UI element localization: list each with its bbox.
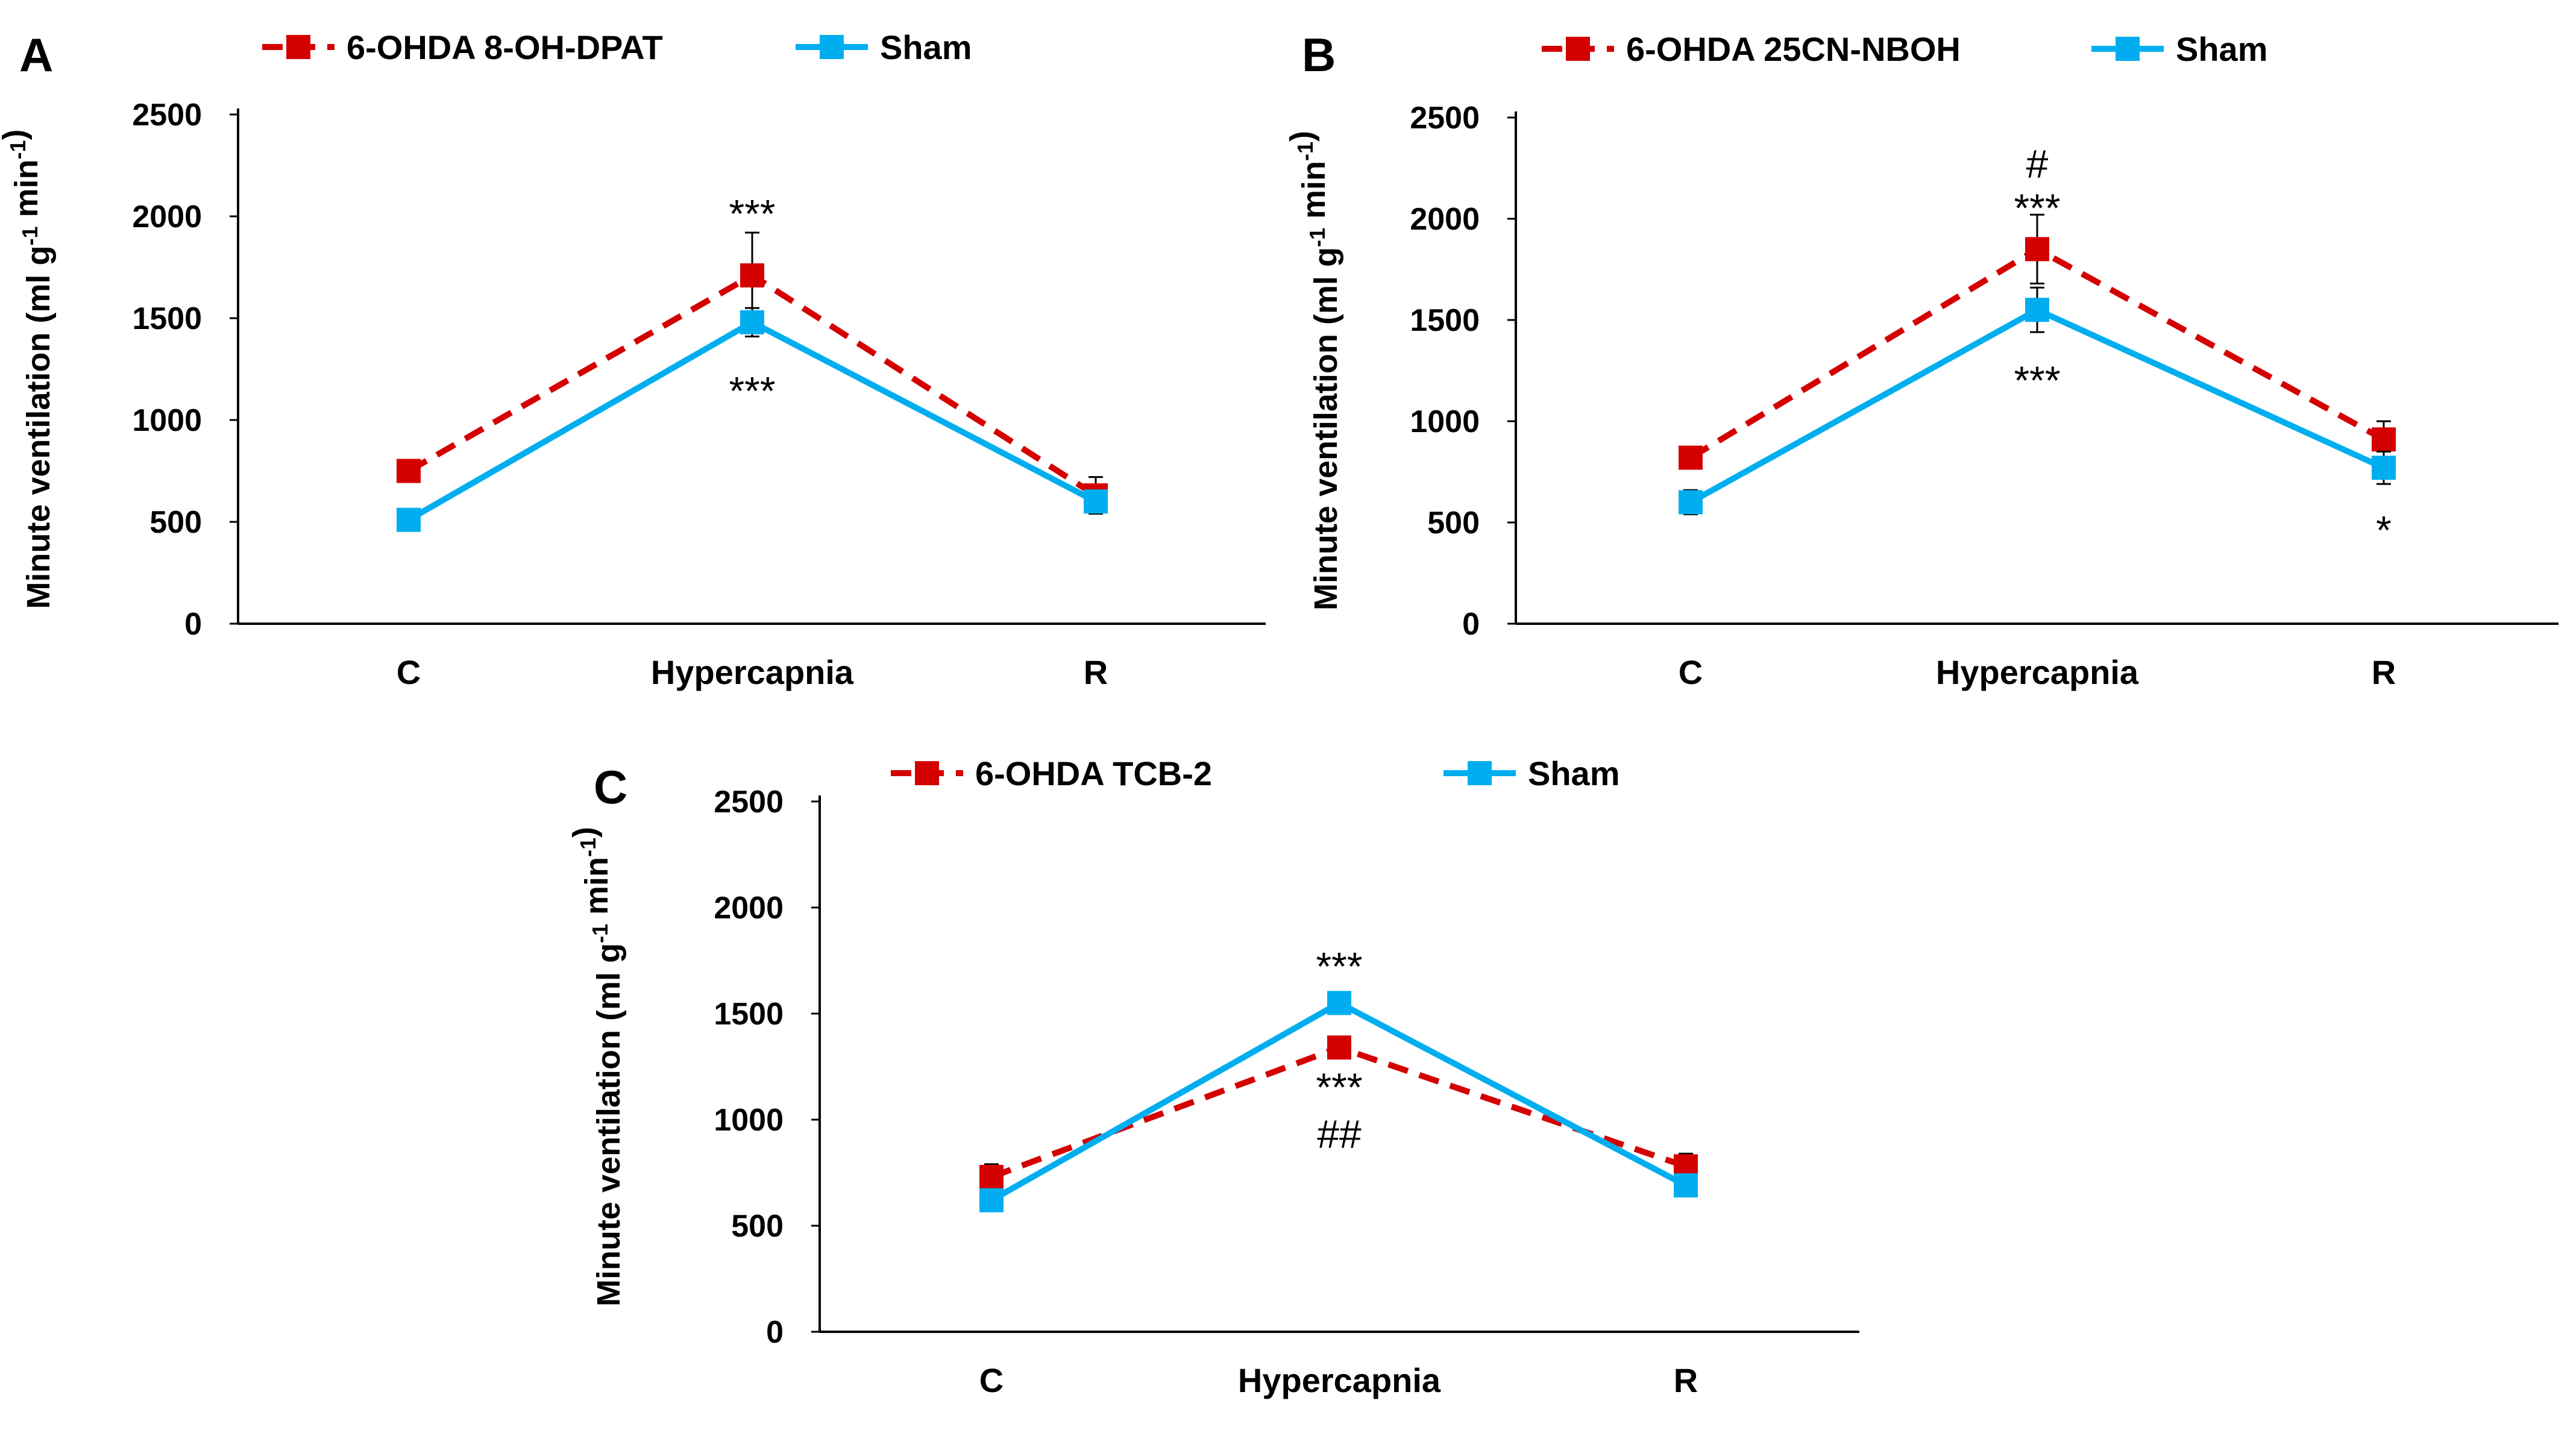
data-point [979, 1188, 1004, 1212]
series-sham [1679, 286, 2396, 516]
data-point [740, 263, 764, 288]
legend-label: Sham [1528, 754, 1620, 792]
data-point [1084, 489, 1108, 514]
y-tick-label: 0 [766, 1315, 784, 1350]
series-line [407, 319, 1098, 522]
legend-entry: 6-OHDA 25CN-NBOH [1542, 30, 1961, 68]
data-point [1679, 445, 1703, 470]
y-tick-label: 2000 [1410, 202, 1480, 237]
x-tick-label: R [1674, 1361, 1698, 1399]
panel-c: C 0 500 1000 1500 2000 2500 C Hypercapnia R Minute… [567, 754, 1859, 1399]
legend-label: 6-OHDA TCB-2 [975, 754, 1212, 792]
panel-label: B [1302, 28, 1336, 81]
y-tick-label: 0 [1462, 607, 1480, 642]
y-tick-label: 1500 [132, 301, 202, 336]
x-tick-label: C [979, 1361, 1004, 1399]
y-tick-label: 500 [1427, 506, 1480, 541]
data-point [1679, 490, 1703, 515]
legend-marker [1566, 37, 1590, 61]
series-sham [979, 991, 1698, 1212]
significance-annotation: # [2026, 141, 2049, 186]
series-treated [1679, 213, 2396, 470]
y-tick-label: 1000 [714, 1103, 784, 1138]
legend-entry: Sham [796, 28, 972, 66]
legend-entry: 6-OHDA 8-OH-DPAT [262, 28, 663, 66]
y-tick-label: 2500 [1410, 101, 1480, 136]
legend-label: 6-OHDA 25CN-NBOH [1626, 30, 1961, 68]
data-point [2025, 237, 2049, 262]
data-point [1327, 991, 1351, 1015]
x-tick-label: R [2372, 653, 2396, 691]
legend-marker [286, 35, 310, 59]
significance-annotation: *** [2014, 186, 2060, 230]
panel-a: A 0 500 1000 1500 2000 2500 C Hypercapnia R Minute… [0, 28, 1266, 691]
significance-annotation: *** [729, 192, 775, 236]
data-point [397, 507, 421, 532]
x-tick-label: R [1084, 653, 1108, 691]
panel-label: C [594, 760, 627, 814]
y-tick-label: 0 [184, 607, 202, 642]
y-axis-label: Minute ventilation (ml g-1 min-1) [0, 129, 57, 609]
data-point [397, 459, 421, 483]
significance-annotation: * [2376, 507, 2392, 552]
series-line [1689, 306, 2386, 505]
legend-entry: Sham [2091, 30, 2268, 68]
data-point [2025, 298, 2049, 322]
x-tick-label: C [397, 653, 421, 691]
y-axis-label: Minute ventilation (ml g-1 min-1) [567, 827, 627, 1306]
legend-label: Sham [2176, 30, 2268, 68]
legend-marker [820, 35, 844, 59]
x-tick-label: Hypercapnia [651, 653, 854, 691]
y-tick-label: 2500 [714, 785, 784, 820]
y-tick-label: 500 [731, 1209, 784, 1244]
significance-annotation: ## [1317, 1112, 1362, 1156]
y-tick-label: 2500 [132, 98, 202, 133]
series-sham [397, 307, 1108, 532]
legend-label: Sham [880, 28, 972, 66]
legend-entry: 6-OHDA TCB-2 [891, 754, 1212, 792]
x-tick-label: Hypercapnia [1936, 653, 2139, 691]
data-point [740, 310, 764, 334]
data-point [979, 1165, 1004, 1190]
legend-entry: Sham [1444, 754, 1620, 792]
legend-marker [1468, 761, 1492, 785]
significance-annotation: *** [2014, 358, 2060, 403]
data-point [1674, 1173, 1698, 1198]
y-axis-label: Minute ventilation (ml g-1 min-1) [1284, 131, 1344, 610]
y-tick-label: 1000 [1410, 404, 1480, 439]
significance-annotation: *** [1316, 1065, 1362, 1109]
y-tick-label: 1500 [714, 997, 784, 1032]
x-tick-label: Hypercapnia [1238, 1361, 1441, 1399]
significance-annotation: *** [729, 369, 775, 413]
legend-marker [2116, 37, 2140, 61]
significance-annotation: *** [1316, 944, 1362, 989]
panel-b: B 0 500 1000 1500 2000 2500 C Hypercapnia R Minute… [1284, 28, 2559, 691]
y-tick-label: 500 [149, 505, 202, 540]
legend-label: 6-OHDA 8-OH-DPAT [347, 28, 663, 66]
y-tick-label: 2000 [132, 199, 202, 234]
y-tick-label: 1500 [1410, 303, 1480, 338]
series-treated [979, 1035, 1698, 1191]
panel-label: A [19, 28, 53, 81]
y-tick-label: 1000 [132, 403, 202, 438]
y-tick-label: 2000 [714, 891, 784, 926]
x-tick-label: C [1679, 653, 1703, 691]
data-point [2372, 456, 2396, 480]
data-point [2372, 427, 2396, 452]
legend-marker [915, 761, 939, 785]
data-point [1327, 1035, 1351, 1060]
